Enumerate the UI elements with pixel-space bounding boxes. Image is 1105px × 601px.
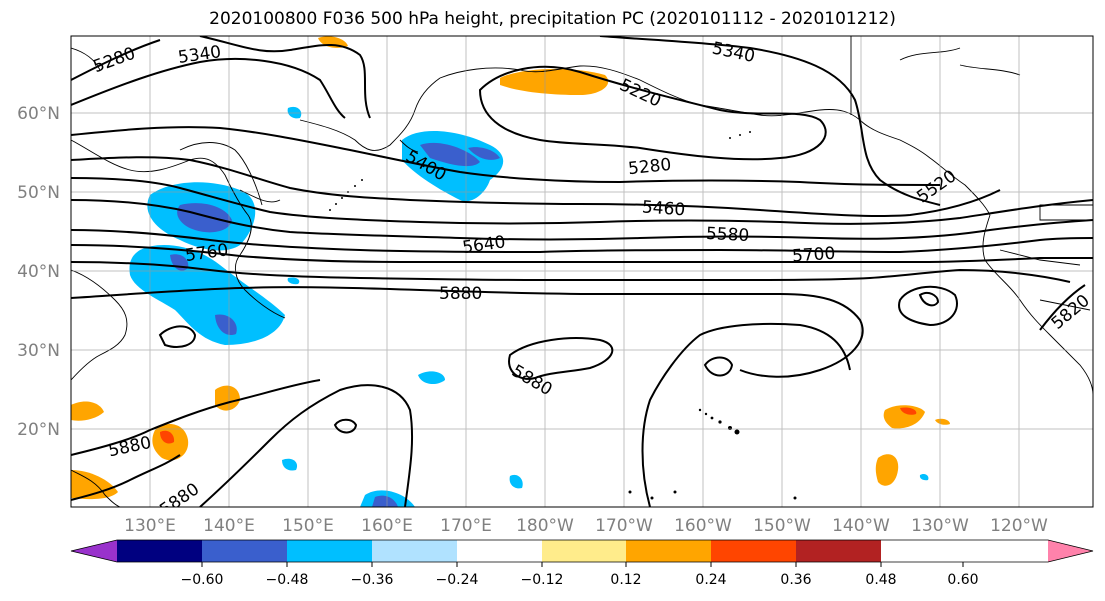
colorbar: −0.60 −0.48 −0.36 −0.24 −0.12 0.12 0.24 … — [70, 539, 1094, 588]
island-chains — [329, 131, 797, 500]
colorbar-tick-label: −0.48 — [266, 572, 309, 588]
lat-label: 50°N — [17, 183, 60, 203]
lon-label: 140°W — [832, 516, 890, 536]
lon-label: 130°E — [124, 516, 176, 536]
colorbar-tick-label: 0.60 — [947, 572, 978, 588]
colorbar-tick-label: −0.36 — [351, 572, 394, 588]
colorbar-segment — [372, 540, 457, 562]
colorbar-frame — [70, 539, 1094, 563]
colorbar-extend-min — [71, 540, 117, 562]
colorbar-segment — [457, 540, 542, 562]
lat-label: 30°N — [17, 341, 60, 361]
colorbar-segment — [287, 540, 372, 562]
contour-label: 5280 — [627, 155, 672, 179]
lat-label: 60°N — [17, 104, 60, 124]
contour-label: 5880 — [439, 284, 482, 304]
lon-label: 180°W — [516, 516, 574, 536]
map-title: 2020100800 F036 500 hPa height, precipit… — [209, 9, 896, 29]
lon-label: 130°W — [911, 516, 969, 536]
colorbar-tick-label: −0.60 — [181, 572, 224, 588]
colorbar-extend-max — [1048, 540, 1093, 562]
contour-label: 5460 — [641, 197, 686, 220]
contour-label: 5580 — [705, 224, 749, 246]
lon-label: 160°E — [361, 516, 413, 536]
map-plot-area: 5280 5340 5340 5220 5400 5280 5460 5520 … — [71, 36, 1093, 507]
height-contours — [71, 36, 1093, 507]
colorbar-tick-label: −0.12 — [521, 572, 564, 588]
colorbar-tick-label: 0.48 — [865, 572, 896, 588]
precipitation-shading — [71, 36, 950, 507]
contour-label: 5700 — [791, 244, 836, 267]
colorbar-tick-label: 0.24 — [695, 572, 726, 588]
lon-label: 140°E — [203, 516, 255, 536]
lon-label: 150°E — [282, 516, 334, 536]
lon-label: 170°W — [595, 516, 653, 536]
lon-label: 150°W — [753, 516, 811, 536]
lat-label: 20°N — [17, 420, 60, 440]
longitude-labels: 130°E 140°E 150°E 160°E 170°E 180°W 170°… — [124, 516, 1048, 536]
lon-label: 160°W — [674, 516, 732, 536]
map-frame — [70, 35, 1094, 508]
colorbar-segment — [202, 540, 287, 562]
colorbar-segment — [796, 540, 881, 562]
colorbar-segment — [117, 540, 202, 562]
latitude-labels: 60°N 50°N 40°N 30°N 20°N — [17, 104, 60, 440]
colorbar-segment — [711, 540, 796, 562]
colorbar-segment — [626, 540, 711, 562]
colorbar-tick-label: 0.36 — [780, 572, 811, 588]
lon-label: 170°E — [440, 516, 492, 536]
colorbar-tick-label: −0.24 — [436, 572, 479, 588]
colorbar-segment — [542, 540, 626, 562]
colorbar-ticks — [201, 562, 964, 567]
colorbar-tick-label: 0.12 — [610, 572, 641, 588]
lat-label: 40°N — [17, 262, 60, 282]
lon-label: 120°W — [990, 516, 1048, 536]
